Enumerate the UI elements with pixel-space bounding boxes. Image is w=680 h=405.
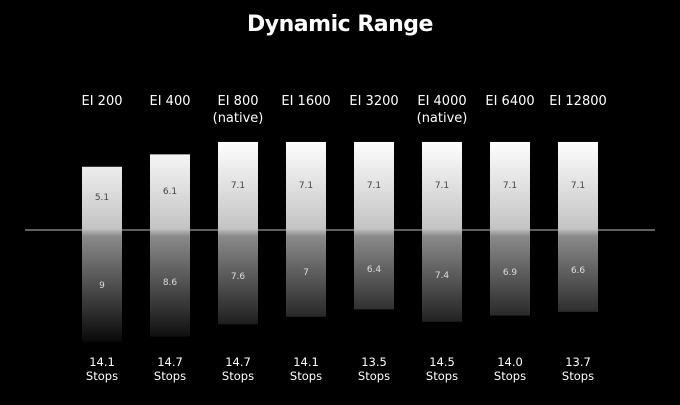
category-label: EI 4000 (native) (416, 94, 468, 126)
bar-upper (150, 154, 190, 230)
bar-upper (558, 141, 598, 230)
value-label: 6.1 (162, 187, 178, 198)
value-label: 7.6 (230, 272, 246, 283)
total-label: 14.7 Stops (221, 355, 255, 383)
value-label: 6.4 (366, 264, 382, 275)
bar-upper (490, 141, 530, 230)
total-label: 13.7 Stops (561, 355, 595, 383)
total-label: 14.5 Stops (425, 355, 459, 383)
category-label: EI 6400 (485, 94, 535, 109)
category-label: EI 400 (149, 94, 191, 109)
bar-lower (354, 230, 394, 310)
bar-upper (354, 141, 394, 230)
bar-upper (422, 141, 462, 230)
value-label: 6.9 (502, 267, 518, 278)
value-label: 5.1 (94, 193, 110, 204)
bar-upper (286, 141, 326, 230)
value-label: 7 (303, 268, 309, 279)
total-label: 14.7 Stops (153, 355, 187, 383)
value-label: 8.6 (162, 278, 178, 289)
category-label: EI 1600 (281, 94, 331, 109)
bar-lower (82, 230, 122, 342)
total-label: 14.1 Stops (85, 355, 119, 383)
value-label: 7.1 (230, 180, 246, 191)
bar-lower (286, 230, 326, 317)
category-label: EI 12800 (549, 94, 607, 109)
bar-lower (150, 230, 190, 337)
bar-upper (82, 166, 122, 230)
bar-lower (490, 230, 530, 316)
total-label: 13.5 Stops (357, 355, 391, 383)
bar-lower (558, 230, 598, 312)
bar-lower (218, 230, 258, 325)
chart-title: Dynamic Range (247, 12, 433, 37)
value-label: 6.6 (570, 265, 586, 276)
value-label: 7.1 (502, 180, 518, 191)
value-label: 7.1 (434, 180, 450, 191)
value-label: 7.1 (366, 180, 382, 191)
category-label: EI 200 (81, 94, 123, 109)
category-label: EI 3200 (349, 94, 399, 109)
bar-upper (218, 141, 258, 230)
total-label: 14.1 Stops (289, 355, 323, 383)
total-label: 14.0 Stops (493, 355, 527, 383)
category-label: EI 800 (native) (212, 94, 264, 126)
value-label: 7.4 (434, 270, 450, 281)
value-label: 7.1 (298, 180, 314, 191)
bar-lower (422, 230, 462, 322)
value-label: 9 (99, 280, 105, 291)
value-label: 7.1 (570, 180, 586, 191)
